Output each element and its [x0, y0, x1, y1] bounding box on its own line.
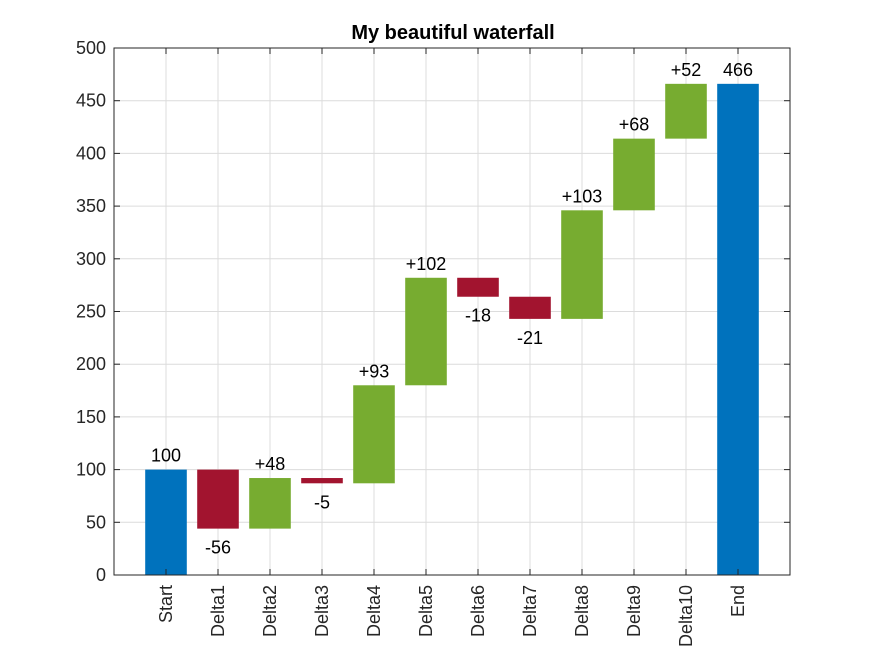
bars-layer — [145, 83, 759, 575]
bar-delta9 — [613, 138, 655, 211]
data-label-end: 466 — [723, 60, 753, 80]
data-label-delta2: +48 — [255, 454, 286, 474]
x-tick-label-delta9: Delta9 — [624, 585, 644, 637]
data-label-delta3: -5 — [314, 492, 330, 512]
data-label-start: 100 — [151, 446, 181, 466]
y-tick-label: 300 — [76, 249, 106, 269]
bar-delta6 — [457, 277, 499, 297]
y-tick-label: 0 — [96, 565, 106, 585]
y-tick-label: 50 — [86, 512, 106, 532]
chart-title: My beautiful waterfall — [351, 22, 554, 44]
x-tick-label-end: End — [728, 585, 748, 617]
x-tick-label-delta3: Delta3 — [312, 585, 332, 637]
y-tick-label: 400 — [76, 143, 106, 163]
bar-delta8 — [561, 210, 603, 319]
x-tick-label-delta6: Delta6 — [468, 585, 488, 637]
bar-delta4 — [353, 385, 395, 484]
data-label-delta5: +102 — [406, 254, 447, 274]
data-label-delta1: -56 — [205, 538, 231, 558]
y-tick-label: 100 — [76, 460, 106, 480]
bar-delta2 — [249, 478, 291, 529]
data-labels-layer: 100 -56 +48 -5 +93 +102 -18 -21 +103 +68 +52 466 — [151, 60, 753, 558]
bar-delta1 — [197, 469, 239, 529]
data-label-delta6: -18 — [465, 306, 491, 326]
bar-delta10 — [665, 83, 707, 139]
x-tick-label-delta1: Delta1 — [208, 585, 228, 637]
ticks-layer: 0 50 100 150 200 250 300 350 400 450 500 Start Delta… — [76, 38, 790, 647]
data-label-delta10: +52 — [671, 60, 702, 80]
y-tick-label: 450 — [76, 91, 106, 111]
data-label-delta4: +93 — [359, 361, 390, 381]
bar-start — [145, 469, 187, 575]
x-tick-label-delta5: Delta5 — [416, 585, 436, 637]
bar-delta3 — [301, 478, 343, 484]
data-label-delta8: +103 — [562, 186, 603, 206]
bar-delta5 — [405, 277, 447, 386]
y-tick-label: 350 — [76, 196, 106, 216]
y-tick-label: 200 — [76, 354, 106, 374]
data-label-delta7: -21 — [517, 328, 543, 348]
bar-delta7 — [509, 296, 551, 319]
x-tick-label-delta2: Delta2 — [260, 585, 280, 637]
x-tick-label-delta10: Delta10 — [676, 585, 696, 647]
bar-end — [717, 83, 759, 575]
x-tick-label-start: Start — [156, 585, 176, 623]
x-tick-label-delta8: Delta8 — [572, 585, 592, 637]
x-tick-label-delta7: Delta7 — [520, 585, 540, 637]
x-tick-label-delta4: Delta4 — [364, 585, 384, 637]
y-tick-label: 150 — [76, 407, 106, 427]
data-label-delta9: +68 — [619, 115, 650, 135]
y-tick-label: 500 — [76, 38, 106, 58]
y-tick-label: 250 — [76, 302, 106, 322]
